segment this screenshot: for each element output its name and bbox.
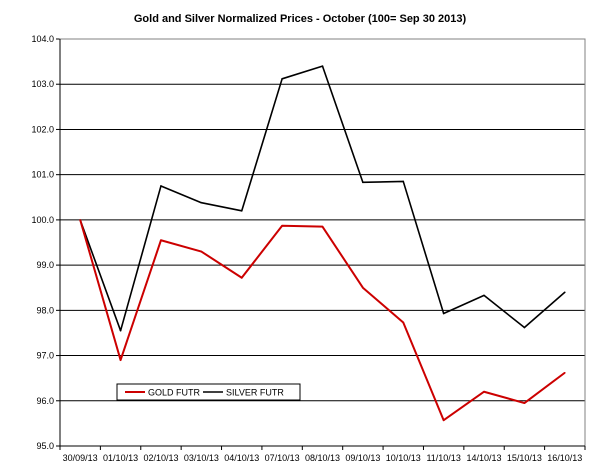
y-tick-label-5: 100.0 bbox=[31, 215, 54, 225]
legend-label-gold: GOLD FUTR bbox=[148, 388, 201, 398]
data-point-gold-10 bbox=[483, 390, 485, 393]
data-point-gold-5 bbox=[281, 224, 283, 227]
x-tick-label-10: 14/10/13 bbox=[467, 453, 502, 463]
x-tick-label-12: 16/10/13 bbox=[547, 453, 582, 463]
data-point-silver-11 bbox=[523, 326, 526, 329]
chart-title: Gold and Silver Normalized Prices - Octo… bbox=[134, 13, 467, 25]
series-lines bbox=[79, 65, 566, 422]
data-point-silver-12 bbox=[564, 291, 566, 294]
data-point-gold-9 bbox=[442, 419, 445, 422]
x-tick-label-9: 11/10/13 bbox=[426, 453, 460, 463]
y-tick-label-8: 103.0 bbox=[31, 79, 54, 89]
legend: GOLD FUTR SILVER FUTR bbox=[116, 383, 301, 401]
data-point-silver-5 bbox=[281, 77, 283, 80]
x-tick-label-7: 09/10/13 bbox=[345, 453, 380, 463]
data-point-silver-1 bbox=[119, 329, 122, 332]
data-point-gold-1 bbox=[119, 359, 122, 361]
y-tick-label-9: 104.0 bbox=[31, 34, 54, 44]
x-tick-label-4: 04/10/13 bbox=[224, 453, 259, 463]
data-point-gold-12 bbox=[564, 371, 566, 374]
data-point-gold-8 bbox=[402, 321, 405, 324]
data-point-gold-7 bbox=[362, 286, 364, 289]
data-point-silver-10 bbox=[483, 294, 485, 297]
data-point-gold-11 bbox=[523, 402, 526, 404]
data-point-gold-2 bbox=[160, 239, 162, 242]
x-tick-label-11: 15/10/13 bbox=[507, 453, 542, 463]
y-tick-label-7: 102.0 bbox=[31, 124, 54, 134]
data-point-silver-4 bbox=[240, 210, 243, 212]
data-point-silver-3 bbox=[200, 201, 203, 204]
legend-label-silver: SILVER FUTR bbox=[226, 388, 284, 398]
data-point-gold-0 bbox=[79, 219, 81, 221]
x-tick-label-5: 07/10/13 bbox=[265, 453, 300, 463]
y-tick-label-3: 98.0 bbox=[36, 305, 54, 315]
data-point-gold-6 bbox=[321, 225, 324, 228]
x-tick-label-8: 10/10/13 bbox=[386, 453, 421, 463]
data-point-silver-7 bbox=[362, 181, 364, 184]
y-tick-label-6: 101.0 bbox=[31, 170, 54, 180]
y-tick-label-0: 95.0 bbox=[36, 441, 54, 451]
data-point-gold-3 bbox=[200, 250, 203, 253]
data-point-silver-8 bbox=[402, 180, 405, 183]
data-point-gold-4 bbox=[240, 276, 243, 279]
y-tick-label-4: 99.0 bbox=[36, 260, 54, 270]
x-tick-label-1: 01/10/13 bbox=[103, 453, 138, 463]
axes: 95.0 96.0 97.0 98.0 99.0 100.0 101.0 102.0 103.0… bbox=[31, 34, 586, 463]
y-tick-label-2: 97.0 bbox=[36, 351, 54, 361]
data-point-silver-2 bbox=[160, 185, 162, 187]
data-point-silver-9 bbox=[442, 312, 445, 315]
x-tick-label-3: 03/10/13 bbox=[184, 453, 219, 463]
x-tick-label-2: 02/10/13 bbox=[143, 453, 178, 463]
x-tick-label-6: 08/10/13 bbox=[305, 453, 340, 463]
y-tick-label-1: 96.0 bbox=[36, 396, 54, 406]
x-tick-label-0: 30/09/13 bbox=[63, 453, 98, 463]
data-point-silver-6 bbox=[321, 65, 324, 67]
series-line-silver bbox=[79, 65, 566, 332]
